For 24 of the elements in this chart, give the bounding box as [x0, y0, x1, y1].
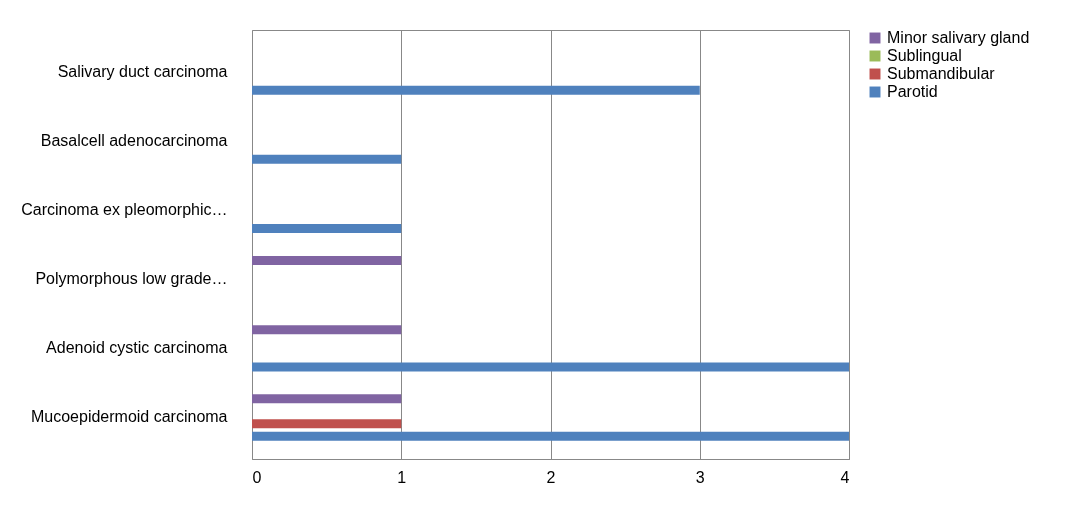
legend-label: Sublingual	[887, 47, 962, 64]
bar	[252, 255, 402, 265]
bar	[252, 154, 402, 164]
y-tick-label: Salivary duct carcinoma	[57, 62, 228, 80]
y-tick-label: Polymorphous low grade…	[35, 270, 228, 288]
bar	[252, 419, 402, 429]
bar	[252, 85, 700, 95]
y-tick-label: Adenoid cystic carcinoma	[46, 339, 228, 357]
legend-label: Submandibular	[887, 65, 996, 82]
bar	[252, 362, 849, 372]
y-tick-label: Carcinoma ex pleomorphic…	[21, 200, 228, 218]
x-tick-label: 0	[252, 468, 262, 486]
y-tick-label: Basalcell adenocarcinoma	[40, 131, 228, 149]
bar	[252, 394, 402, 404]
y-tick-label: Mucoepidermoid carcinoma	[30, 408, 228, 426]
x-tick-label: 1	[397, 468, 407, 486]
x-tick-label: 4	[840, 468, 850, 486]
bar	[252, 431, 849, 441]
legend-label: Minor salivary gland	[887, 29, 1030, 46]
x-tick-label: 3	[695, 468, 705, 486]
legend-label: Parotid	[887, 83, 938, 100]
x-tick-label: 2	[546, 468, 556, 486]
bar	[252, 325, 402, 335]
bar	[252, 224, 402, 234]
